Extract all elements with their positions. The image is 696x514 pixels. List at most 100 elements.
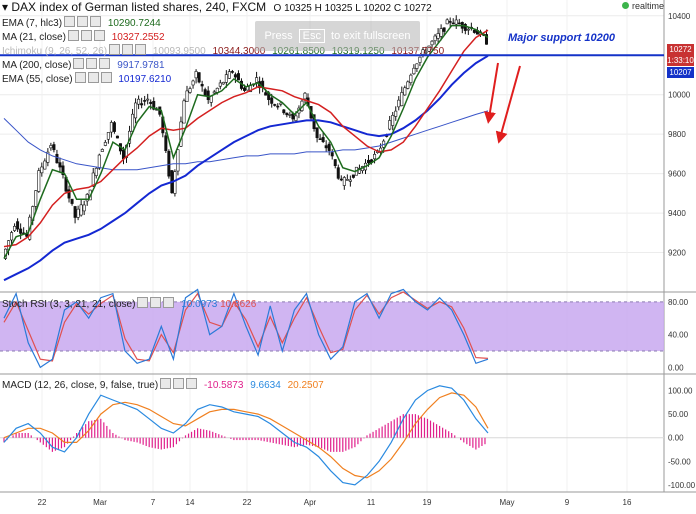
macd-settings-button[interactable] — [160, 378, 172, 389]
candle-body — [76, 208, 80, 218]
candle-body — [19, 228, 23, 234]
candle-body — [179, 121, 183, 147]
time-axis-tick: 9 — [565, 498, 570, 507]
stoch-close-button[interactable] — [163, 297, 175, 308]
close-value: 10272 — [403, 3, 432, 14]
ichimoku-value-5: 10137.7750 — [391, 46, 445, 57]
candle-body — [279, 102, 283, 105]
legend-macd[interactable]: MACD (12, 26, close, 9, false, true) -10… — [2, 378, 324, 391]
legend-ema55[interactable]: EMA (55, close) 10197.6210 — [2, 72, 172, 85]
time-axis-tick: 14 — [186, 498, 195, 507]
legend-stoch-rsi[interactable]: Stoch RSI (3, 3, 21, 21, close) 10.0973 … — [2, 297, 257, 310]
price-axis-tick: 10400 — [668, 12, 691, 21]
candle-body — [82, 204, 86, 212]
time-axis-tick: 16 — [623, 498, 632, 507]
ichimoku-close-button[interactable] — [135, 44, 147, 55]
ichimoku-settings-button[interactable] — [109, 44, 121, 55]
ema7-value: 10290.7244 — [107, 18, 161, 29]
candle-body — [484, 34, 488, 45]
candle-body — [318, 138, 322, 140]
candle-body — [91, 172, 95, 187]
candle-body — [330, 152, 334, 157]
time-axis-tick: Mar — [93, 498, 107, 507]
support-price-tag: 10207 — [667, 67, 694, 78]
ema7-hide-button[interactable] — [77, 16, 89, 27]
candle-body — [167, 150, 171, 177]
last-price-tag: 10272 — [667, 44, 694, 55]
ema7-line — [3, 24, 489, 259]
ma21-hide-button[interactable] — [80, 30, 92, 41]
candle-body — [463, 24, 467, 31]
candle-body — [273, 104, 277, 106]
macd-hide-button[interactable] — [173, 378, 185, 389]
ema55-settings-button[interactable] — [74, 72, 86, 83]
time-axis-tick: 7 — [151, 498, 156, 507]
ma21-close-button[interactable] — [93, 30, 105, 41]
candle-body — [115, 135, 119, 139]
candle-body — [55, 153, 59, 164]
legend-ma200[interactable]: MA (200, close) 9917.9781 — [2, 58, 165, 71]
candle-body — [16, 221, 20, 230]
ema55-value: 10197.6210 — [118, 74, 172, 85]
price-axis-tick: 9200 — [668, 249, 686, 258]
ma200-hide-button[interactable] — [86, 58, 98, 69]
candle-body — [285, 112, 289, 116]
candle-body — [409, 74, 413, 83]
legend-ma21[interactable]: MA (21, close) 10327.2552 — [2, 30, 165, 43]
candle-body — [466, 28, 470, 31]
candle-body — [342, 177, 346, 186]
candle-body — [100, 149, 104, 152]
legend-ichimoku[interactable]: Ichimoku (9, 26, 52, 26) 10093.9500 1034… — [2, 44, 445, 57]
candle-body — [324, 145, 328, 149]
candle-body — [185, 90, 189, 102]
candle-body — [379, 147, 383, 153]
ema7-settings-button[interactable] — [64, 16, 76, 27]
candle-body — [388, 120, 392, 130]
stoch-hide-button[interactable] — [150, 297, 162, 308]
macd-line — [3, 385, 489, 486]
ichimoku-hide-button[interactable] — [122, 44, 134, 55]
stoch-k-line — [3, 288, 489, 369]
stoch-settings-button[interactable] — [137, 297, 149, 308]
ma200-settings-button[interactable] — [73, 58, 85, 69]
ma21-settings-button[interactable] — [67, 30, 79, 41]
candle-body — [85, 194, 89, 202]
candle-body — [143, 100, 147, 102]
candle-body — [13, 225, 17, 231]
fullscreen-hint: Press Esc to exit fullscreen — [255, 21, 420, 51]
macd-close-button[interactable] — [186, 378, 198, 389]
candle-body — [400, 92, 404, 107]
ichimoku-value-1: 10093.9500 — [152, 46, 206, 57]
candle-body — [10, 232, 14, 241]
ema55-close-button[interactable] — [100, 72, 112, 83]
candle-body — [415, 63, 419, 69]
candle-body — [224, 74, 228, 83]
candle-body — [412, 67, 416, 75]
candle-body — [227, 71, 231, 79]
ema7-close-button[interactable] — [90, 16, 102, 27]
macd-hist-value: -10.5873 — [203, 380, 244, 391]
candle-body — [436, 33, 440, 39]
candle-body — [188, 88, 192, 93]
stoch-axis-tick: 80.00 — [668, 298, 689, 307]
ema55-hide-button[interactable] — [87, 72, 99, 83]
collapse-arrow-icon[interactable]: ▾ — [2, 0, 9, 14]
time-axis-tick: 11 — [367, 498, 376, 507]
candle-body — [351, 174, 355, 178]
realtime-dot-icon — [622, 2, 629, 9]
candle-body — [97, 154, 101, 169]
candle-body — [312, 114, 316, 129]
legend-ema7[interactable]: EMA (7, hlc3) 10290.7244 — [2, 16, 161, 29]
candle-body — [103, 142, 107, 146]
candle-body — [134, 102, 138, 119]
candle-body — [149, 101, 153, 104]
ma200-close-button[interactable] — [99, 58, 111, 69]
candle-body — [457, 22, 461, 25]
ohlc-readout: O 10325 H 10325 L 10202 C 10272 — [273, 3, 432, 14]
candle-body — [58, 162, 62, 168]
candle-body — [137, 98, 141, 105]
chart-title: DAX index of German listed shares, 240, … — [11, 0, 267, 14]
macd-axis-tick: 50.00 — [668, 410, 689, 419]
